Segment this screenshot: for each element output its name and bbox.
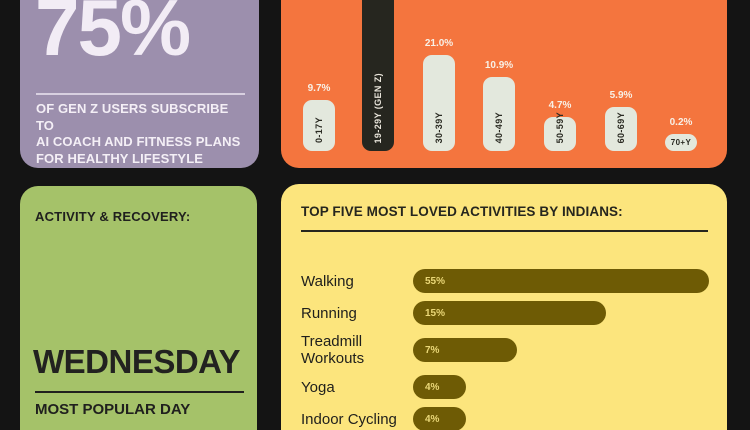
top-activities-chart: Walking 55% Running 15% Treadmill Workouts 7%… <box>301 269 709 430</box>
most-popular-day-value: WEDNESDAY <box>33 343 241 380</box>
age-bar-50-59y: 50-59Y <box>544 112 576 151</box>
age-bar-label: 70+Y <box>670 138 692 147</box>
divider <box>35 391 244 393</box>
activity-row-running: Running 15% <box>301 301 709 325</box>
age-bar-label: 50-59Y <box>555 111 565 143</box>
activity-row-indoor-cycling: Indoor Cycling 4% <box>301 407 709 430</box>
age-bar-value: 10.9% <box>484 60 514 71</box>
activity-bar: 55% <box>413 269 709 293</box>
gen-z-percentage: 75% <box>35 0 191 72</box>
activity-bar-value: 4% <box>425 381 440 393</box>
age-bar-40-49y: 40-49Y <box>483 77 515 151</box>
age-bar-60-69y: 60-69Y <box>605 107 637 151</box>
age-bar-value: 4.7% <box>548 100 572 111</box>
activity-bar-value: 15% <box>425 307 446 319</box>
divider <box>36 93 245 95</box>
age-bar-value: 0.2% <box>669 117 693 128</box>
activity-label: Walking <box>301 272 354 290</box>
age-bar-30-39y: 30-39Y <box>423 55 455 151</box>
activity-bar: 4% <box>413 407 466 430</box>
age-bar-label: 19-29Y (GEN Z) <box>373 72 383 143</box>
most-popular-day-caption: MOST POPULAR DAY <box>35 401 191 418</box>
divider <box>301 230 708 232</box>
gen-z-stat-card: 75% OF GEN Z USERS SUBSCRIBE TO AI COACH… <box>20 0 259 168</box>
activity-bar: 15% <box>413 301 606 325</box>
activity-bar-value: 4% <box>425 413 440 425</box>
age-bar-label: 40-49Y <box>494 111 504 143</box>
activity-row-walking: Walking 55% <box>301 269 709 293</box>
age-bar-label: 30-39Y <box>434 111 444 143</box>
age-bar-value: 5.9% <box>609 90 633 101</box>
age-bar-19-29y-gen-z-: 19-29Y (GEN Z) <box>362 0 394 151</box>
activity-bar: 7% <box>413 338 517 362</box>
activity-row-treadmill-workouts: Treadmill Workouts 7% <box>301 333 709 367</box>
activity-recovery-card: ACTIVITY & RECOVERY: WEDNESDAY MOST POPU… <box>20 186 257 430</box>
age-bar-value: 21.0% <box>424 38 454 49</box>
age-bar-label: 60-69Y <box>616 111 626 143</box>
activity-recovery-header: ACTIVITY & RECOVERY: <box>35 209 191 224</box>
activity-label: Indoor Cycling <box>301 410 397 428</box>
activity-label: Treadmill Workouts <box>301 333 365 367</box>
age-bar-value: 9.7% <box>307 83 331 94</box>
gen-z-description: OF GEN Z USERS SUBSCRIBE TO AI COACH AND… <box>36 101 241 166</box>
activity-label: Running <box>301 304 357 322</box>
top-activities-header: TOP FIVE MOST LOVED ACTIVITIES BY INDIAN… <box>301 204 623 219</box>
age-distribution-chart: 0-17Y 9.7% 19-29Y (GEN Z) 30-39Y 21.0% 40-49Y… <box>281 0 727 168</box>
age-distribution-card: 0-17Y 9.7% 19-29Y (GEN Z) 30-39Y 21.0% 40-49Y… <box>281 0 727 168</box>
activity-bar-value: 7% <box>425 344 440 356</box>
age-bar-label: 0-17Y <box>314 116 324 143</box>
age-bar-70-y: 70+Y <box>665 134 697 151</box>
age-bar-0-17y: 0-17Y <box>303 100 335 151</box>
activity-row-yoga: Yoga 4% <box>301 375 709 399</box>
top-activities-card: TOP FIVE MOST LOVED ACTIVITIES BY INDIAN… <box>281 184 727 430</box>
activity-bar: 4% <box>413 375 466 399</box>
activity-label: Yoga <box>301 378 335 396</box>
activity-bar-value: 55% <box>425 275 446 287</box>
